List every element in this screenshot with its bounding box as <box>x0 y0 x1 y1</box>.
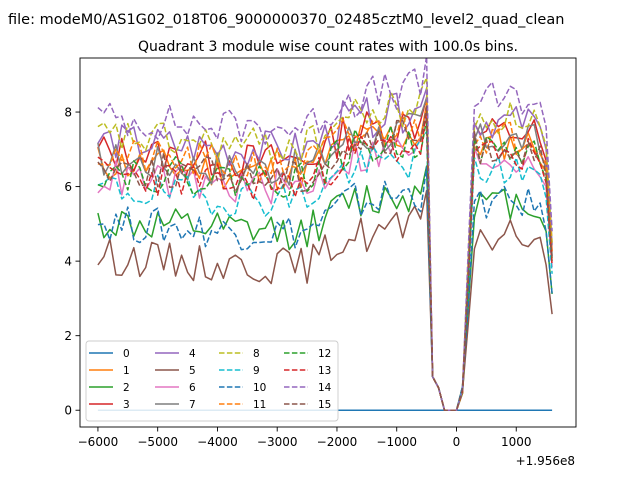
x-tick-label: −5000 <box>137 435 178 449</box>
legend-label-7: 7 <box>189 399 196 411</box>
legend-label-3: 3 <box>123 399 130 411</box>
legend-label-12: 12 <box>318 348 331 360</box>
y-tick-label: 8 <box>64 106 72 120</box>
y-tick-label: 6 <box>64 180 72 194</box>
x-tick-label: −1000 <box>376 435 417 449</box>
series-line-15 <box>97 105 553 411</box>
series-line-12 <box>97 118 553 411</box>
x-tick-label: −3000 <box>257 435 298 449</box>
y-tick-label: 2 <box>64 329 72 343</box>
legend-label-4: 4 <box>189 348 196 360</box>
x-tick-label: 0 <box>453 435 461 449</box>
legend-box <box>85 340 339 422</box>
legend-label-13: 13 <box>318 365 331 377</box>
series-line-4 <box>97 87 553 411</box>
series-line-13 <box>97 109 553 411</box>
x-axis-offset-label: +1.956e8 <box>516 454 575 468</box>
series-line-2 <box>97 165 553 411</box>
legend-label-9: 9 <box>253 365 260 377</box>
x-tick-label: 1000 <box>501 435 532 449</box>
plot-frame <box>79 57 577 428</box>
legend-label-8: 8 <box>253 348 260 360</box>
y-tick-label: 4 <box>64 255 72 269</box>
chart-title: Quadrant 3 module wise count rates with … <box>138 39 518 55</box>
legend-label-1: 1 <box>123 365 130 377</box>
x-tick-label: −6000 <box>78 435 119 449</box>
series-line-10 <box>97 166 553 411</box>
x-axis: −6000 −5000 −4000 −3000 −2000 −1000 0 1000 <box>78 427 532 449</box>
legend-label-15: 15 <box>318 399 331 411</box>
legend-label-2: 2 <box>123 382 130 394</box>
legend-label-11: 11 <box>253 399 266 411</box>
legend-label-0: 0 <box>123 348 130 360</box>
y-axis: 0 2 4 6 8 <box>64 106 80 418</box>
legend-label-14: 14 <box>318 382 332 394</box>
series-line-6 <box>97 113 553 411</box>
series-layer <box>97 58 553 411</box>
series-line-5 <box>97 189 553 411</box>
x-tick-label: −2000 <box>317 435 358 449</box>
legend-label-5: 5 <box>189 365 196 377</box>
series-line-7 <box>97 97 553 411</box>
y-tick-label: 0 <box>64 404 72 418</box>
figure-suptitle: file: modeM0/AS1G02_018T06_9000000370_02… <box>8 12 564 28</box>
x-tick-label: −4000 <box>197 435 238 449</box>
series-line-8 <box>97 77 553 411</box>
legend-label-6: 6 <box>189 382 196 394</box>
legend-label-10: 10 <box>253 382 266 394</box>
series-line-14 <box>97 58 553 411</box>
